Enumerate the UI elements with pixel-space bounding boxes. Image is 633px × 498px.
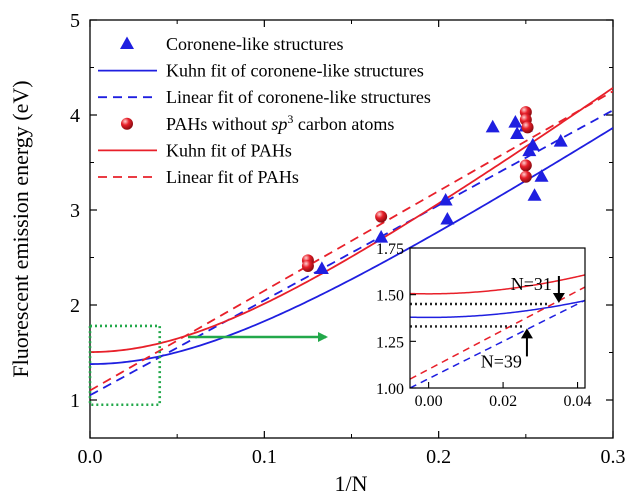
coronene-point <box>510 126 525 140</box>
pah-point <box>521 121 534 134</box>
coronene-point <box>440 211 455 225</box>
kuhn-fit-red-inset-line <box>410 274 585 295</box>
inset-axes: 0.00 0.02 0.04 1.00 1.25 1.50 1.75 <box>376 241 592 410</box>
x-tick-label: 0.1 <box>252 446 277 468</box>
legend-triangle-marker <box>120 36 134 50</box>
pah-point <box>375 210 388 223</box>
legend-italic: sp <box>271 114 287 134</box>
y-tick-label: 1 <box>70 390 80 412</box>
annotation-label: N=39 <box>481 351 522 371</box>
pah-point <box>301 260 314 273</box>
inset-y-tick-label: 1.75 <box>376 241 404 258</box>
legend-label: PAHs without sp3 carbon atoms <box>166 112 394 134</box>
x-axis-title: 1/N <box>335 471 368 496</box>
main-points <box>301 106 568 274</box>
legend: Coronene-like structures Kuhn fit of coro… <box>98 34 431 187</box>
legend-label: Kuhn fit of PAHs <box>166 140 292 160</box>
main-axes: 0.0 0.1 0.2 0.3 1 2 3 4 5 <box>70 10 626 468</box>
inset-annotations: N=31 N=39 <box>481 274 565 371</box>
inset-frame <box>409 247 586 389</box>
x-tick-label: 0.0 <box>78 446 103 468</box>
inset-x-tick-label: 0.00 <box>415 393 443 410</box>
coronene-point <box>534 169 549 182</box>
x-tick-label: 0.2 <box>426 446 451 468</box>
inset-y-tick-label: 1.00 <box>376 381 404 398</box>
y-axis-title: Fluorescent emission energy (eV) <box>8 80 33 377</box>
legend-label: Kuhn fit of coronene-like structures <box>166 61 424 81</box>
highlight-box <box>88 324 162 407</box>
pah-point <box>519 159 532 172</box>
coronene-point <box>374 229 389 243</box>
highlight-region <box>88 324 328 407</box>
kuhn-fit-red-line <box>90 87 613 353</box>
coronene-point <box>508 115 523 128</box>
linear-fit-blue-inset-line <box>410 299 585 388</box>
coronene-point <box>553 134 568 147</box>
inset-y-tick-label: 1.50 <box>376 288 404 305</box>
inset-curves <box>410 274 585 388</box>
legend-sphere-marker <box>121 117 133 130</box>
annotation-label: N=31 <box>511 274 552 294</box>
coronene-point <box>485 119 500 133</box>
legend-label: Linear fit of coronene-like structures <box>166 87 431 107</box>
linear-fit-red-inset-line <box>410 286 585 380</box>
coronene-point <box>314 261 329 274</box>
legend-label: Linear fit of PAHs <box>166 167 299 187</box>
inset-y-tick-label: 1.25 <box>376 334 404 351</box>
annotation-arrow-head <box>552 293 565 303</box>
annotation-arrow-head <box>520 328 533 339</box>
legend-superscript: 3 <box>287 112 293 126</box>
y-tick-label: 2 <box>70 295 80 317</box>
coronene-point <box>525 137 540 151</box>
y-tick-label: 4 <box>70 105 80 127</box>
coronene-point <box>438 192 453 206</box>
linear-fit-red-line <box>90 90 613 392</box>
legend-label: Coronene-like structures <box>166 34 343 54</box>
coronene-point <box>527 188 542 201</box>
inset-x-tick-label: 0.04 <box>564 393 592 410</box>
linear-fit-blue-line <box>90 109 613 397</box>
pah-point <box>519 170 532 183</box>
x-tick-label: 0.3 <box>601 446 626 468</box>
y-tick-label: 5 <box>70 10 80 32</box>
kuhn-fit-blue-inset-line <box>410 299 585 319</box>
y-tick-label: 3 <box>70 200 80 222</box>
inset-x-tick-label: 0.02 <box>489 393 517 410</box>
legend-tail: carbon atoms <box>293 114 394 134</box>
